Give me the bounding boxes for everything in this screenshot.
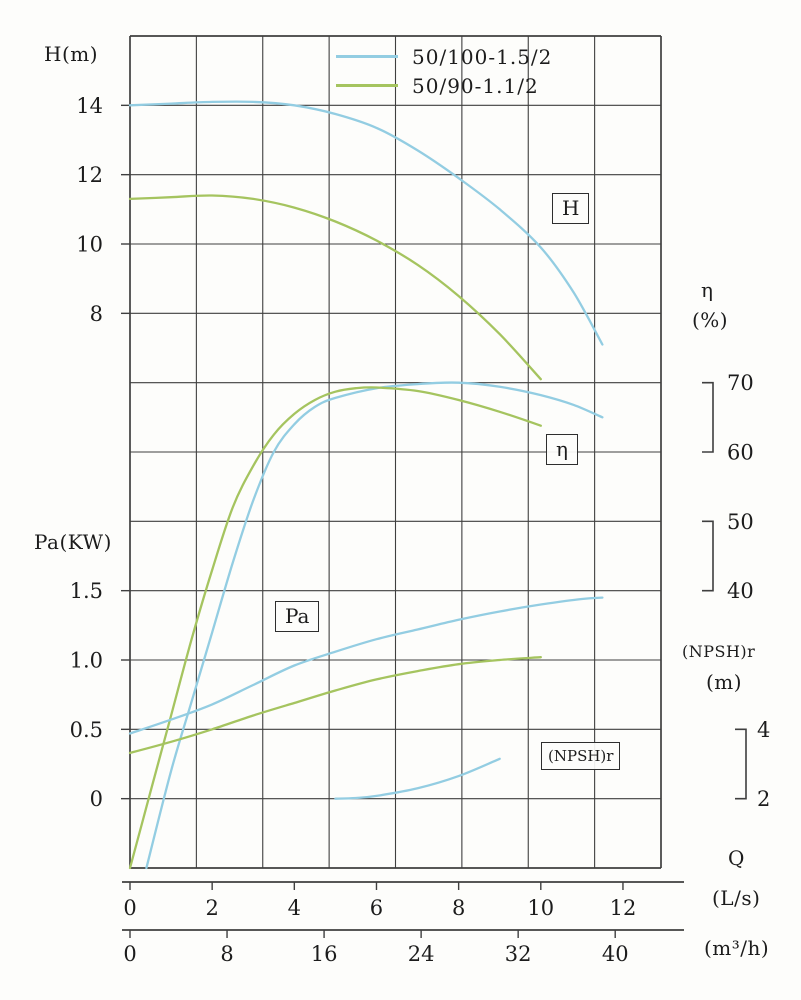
x-tick-label-m3h: 24 — [408, 942, 435, 966]
x-tick-label-m3h: 32 — [505, 942, 532, 966]
q-axis-unit-ls: (L/s) — [712, 886, 761, 910]
pa-axis-title: Pa(KW) — [34, 530, 112, 554]
x-tick-label-ls: 10 — [527, 896, 554, 920]
y-tick-label-NPSH: 4 — [757, 718, 770, 742]
scale-bracket-eta — [702, 381, 714, 453]
y-tick-label-Pa: 1.0 — [70, 649, 103, 673]
x-tick-label-ls: 4 — [288, 896, 301, 920]
eta-axis-title: η — [701, 278, 714, 302]
x-tick-label-ls: 6 — [370, 896, 383, 920]
npsh-axis-unit: (m) — [706, 670, 743, 694]
eta-axis-unit: (%) — [692, 308, 729, 332]
y-tick-label-eta: 40 — [727, 579, 754, 603]
y-tick-label-Pa: 1.5 — [70, 579, 103, 603]
legend-label: 50/100-1.5/2 — [412, 44, 553, 69]
x-tick-label-ls: 2 — [205, 896, 218, 920]
curve-label-H: H — [552, 193, 590, 224]
curve-label-NPSH: (NPSH)r — [541, 742, 621, 770]
x-tick-label-m3h: 16 — [311, 942, 338, 966]
npsh-axis-title: (NPSH)r — [682, 642, 756, 661]
x-tick-label-m3h: 8 — [220, 942, 233, 966]
curve-Pa-50-100 — [128, 596, 604, 735]
q-axis-name: Q — [728, 846, 745, 870]
y-tick-label-eta: 70 — [727, 371, 754, 395]
curve-NPSH-50-100 — [334, 757, 501, 800]
y-tick-label-NPSH: 2 — [757, 787, 770, 811]
x-tick-label-m3h: 0 — [123, 942, 136, 966]
y-tick-label-Pa: 0 — [90, 787, 103, 811]
scale-bracket-eta — [702, 520, 714, 592]
legend-item: 50/90-1.1/2 — [336, 71, 552, 100]
legend-item: 50/100-1.5/2 — [336, 42, 552, 71]
y-tick-label-H: 12 — [76, 163, 103, 187]
curve-eta-50-90 — [128, 386, 542, 870]
y-tick-label-eta: 60 — [727, 441, 754, 465]
x-tick-label-ls: 0 — [123, 896, 136, 920]
curve-label-Pa: Pa — [275, 601, 320, 632]
curve-eta-50-100 — [145, 381, 604, 870]
y-tick-label-Pa: 0.5 — [70, 718, 103, 742]
legend-line-blue-icon — [336, 55, 398, 58]
legend-label: 50/90-1.1/2 — [412, 73, 539, 98]
legend-line-green-icon — [336, 84, 398, 87]
y-tick-label-H: 14 — [76, 94, 103, 118]
x-tick-label-ls: 12 — [610, 896, 637, 920]
scale-bracket-NPSH — [735, 728, 747, 800]
y-tick-label-H: 8 — [90, 302, 103, 326]
curve-Pa-50-90 — [128, 656, 542, 755]
curve-H-50-90 — [128, 194, 542, 381]
y-tick-label-H: 10 — [76, 233, 103, 257]
x-tick-label-m3h: 40 — [602, 942, 629, 966]
curve-label-eta: η — [546, 434, 578, 465]
y-tick-label-eta: 50 — [727, 510, 754, 534]
h-axis-title: H(m) — [44, 42, 99, 66]
x-tick-label-ls: 8 — [452, 896, 465, 920]
q-axis-unit-m3h: (m³/h) — [704, 936, 770, 960]
curve-H-50-100 — [128, 100, 604, 346]
legend: 50/100-1.5/2 50/90-1.1/2 — [336, 42, 552, 100]
